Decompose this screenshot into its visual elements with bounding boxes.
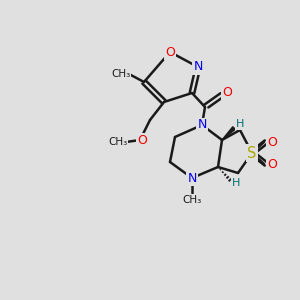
Text: H: H [236,119,244,129]
Text: O: O [165,46,175,59]
Text: CH₃: CH₃ [108,137,128,147]
Text: O: O [267,158,277,170]
Polygon shape [222,127,235,140]
Text: CH₃: CH₃ [111,69,130,79]
Text: O: O [267,136,277,148]
Text: CH₃: CH₃ [182,195,202,205]
Text: O: O [222,86,232,100]
Text: S: S [247,146,257,160]
Text: H: H [232,178,240,188]
Text: N: N [187,172,197,184]
Text: N: N [193,61,203,74]
Text: O: O [137,134,147,146]
Text: N: N [197,118,207,131]
